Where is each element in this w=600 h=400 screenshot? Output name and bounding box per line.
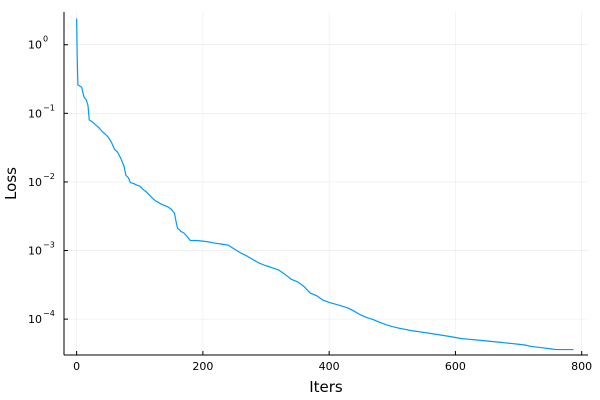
x-tick-label: 600	[445, 360, 466, 373]
y-tick-base: 10	[28, 313, 42, 326]
y-tick-exponent: −2	[43, 172, 55, 181]
y-tick-label: 10 −1	[28, 103, 55, 120]
y-axis-label: Loss	[2, 167, 20, 200]
y-tick-base: 10	[28, 107, 42, 120]
x-tick-label: 400	[319, 360, 340, 373]
y-tick-exponent: −4	[43, 309, 55, 318]
y-tick-label: 10 −4	[28, 309, 55, 326]
y-tick-exponent: 0	[43, 35, 48, 44]
series-layer	[76, 18, 574, 351]
y-tick-label: 10 0	[28, 35, 48, 52]
y-tick-exponent: −1	[43, 103, 55, 112]
grid	[64, 12, 588, 355]
y-tick-base: 10	[28, 39, 42, 52]
y-tick-label: 10 −2	[28, 172, 55, 189]
axes	[63, 12, 588, 356]
y-tick-base: 10	[28, 245, 42, 258]
loss-series-line	[76, 18, 574, 351]
x-tick-label: 800	[571, 360, 592, 373]
x-axis-label: Iters	[309, 378, 343, 396]
y-tick-exponent: −3	[43, 241, 55, 250]
x-tick-label: 200	[192, 360, 213, 373]
x-tick-label: 0	[73, 360, 80, 373]
y-tick-label: 10 −3	[28, 241, 55, 258]
y-tick-base: 10	[28, 176, 42, 189]
